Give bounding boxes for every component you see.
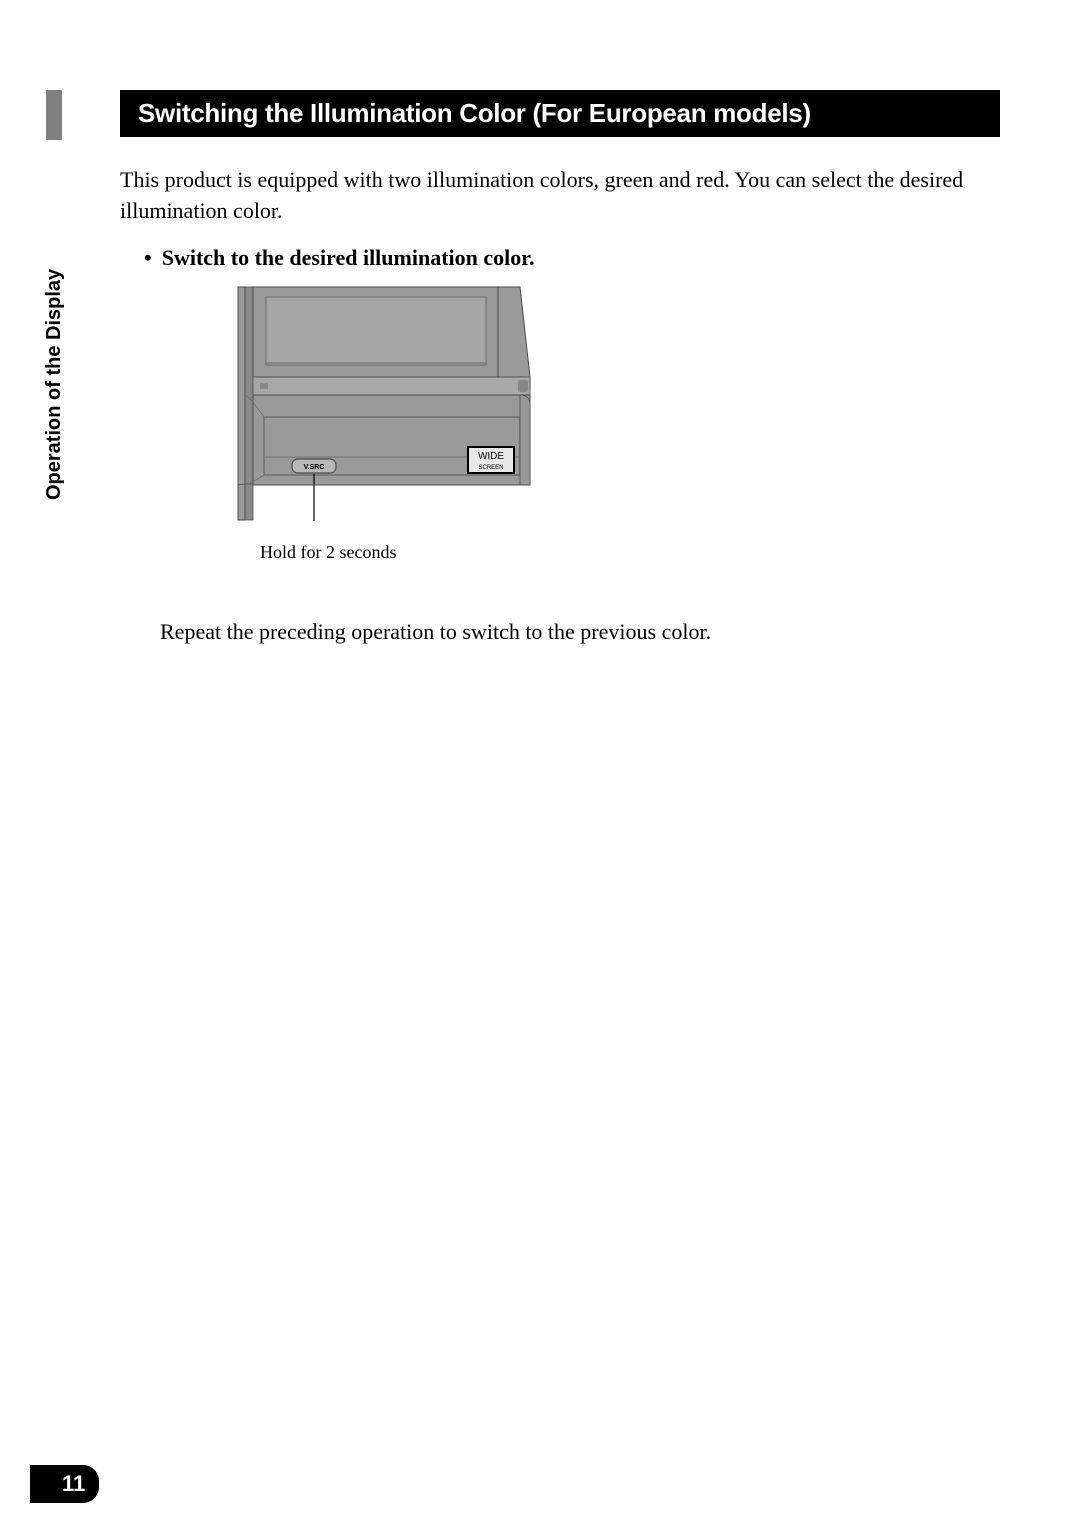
- bullet-dot: •: [144, 245, 152, 271]
- content-area: Switching the Illumination Color (For Eu…: [120, 90, 1000, 645]
- page-number: 11: [30, 1465, 99, 1503]
- illustration-caption: Hold for 2 seconds: [260, 542, 1000, 563]
- page-container: Operation of the Display Switching the I…: [0, 0, 1080, 1533]
- screen-label: SCREEN: [478, 465, 503, 471]
- repeat-instruction: Repeat the preceding operation to switch…: [120, 619, 1000, 645]
- illustration-container: V.SRC WIDE SCREEN: [220, 285, 1000, 530]
- device-illustration: V.SRC WIDE SCREEN: [220, 285, 540, 525]
- intro-paragraph: This product is equipped with two illumi…: [120, 165, 1000, 227]
- section-title: Switching the Illumination Color (For Eu…: [120, 90, 1000, 137]
- side-tab-marker: [46, 90, 62, 140]
- wide-label: WIDE: [478, 451, 504, 462]
- vsrc-button-label: V.SRC: [304, 464, 325, 471]
- bullet-item: • Switch to the desired illumination col…: [120, 245, 1000, 271]
- bullet-text: Switch to the desired illumination color…: [162, 245, 535, 271]
- side-section-label: Operation of the Display: [43, 140, 65, 500]
